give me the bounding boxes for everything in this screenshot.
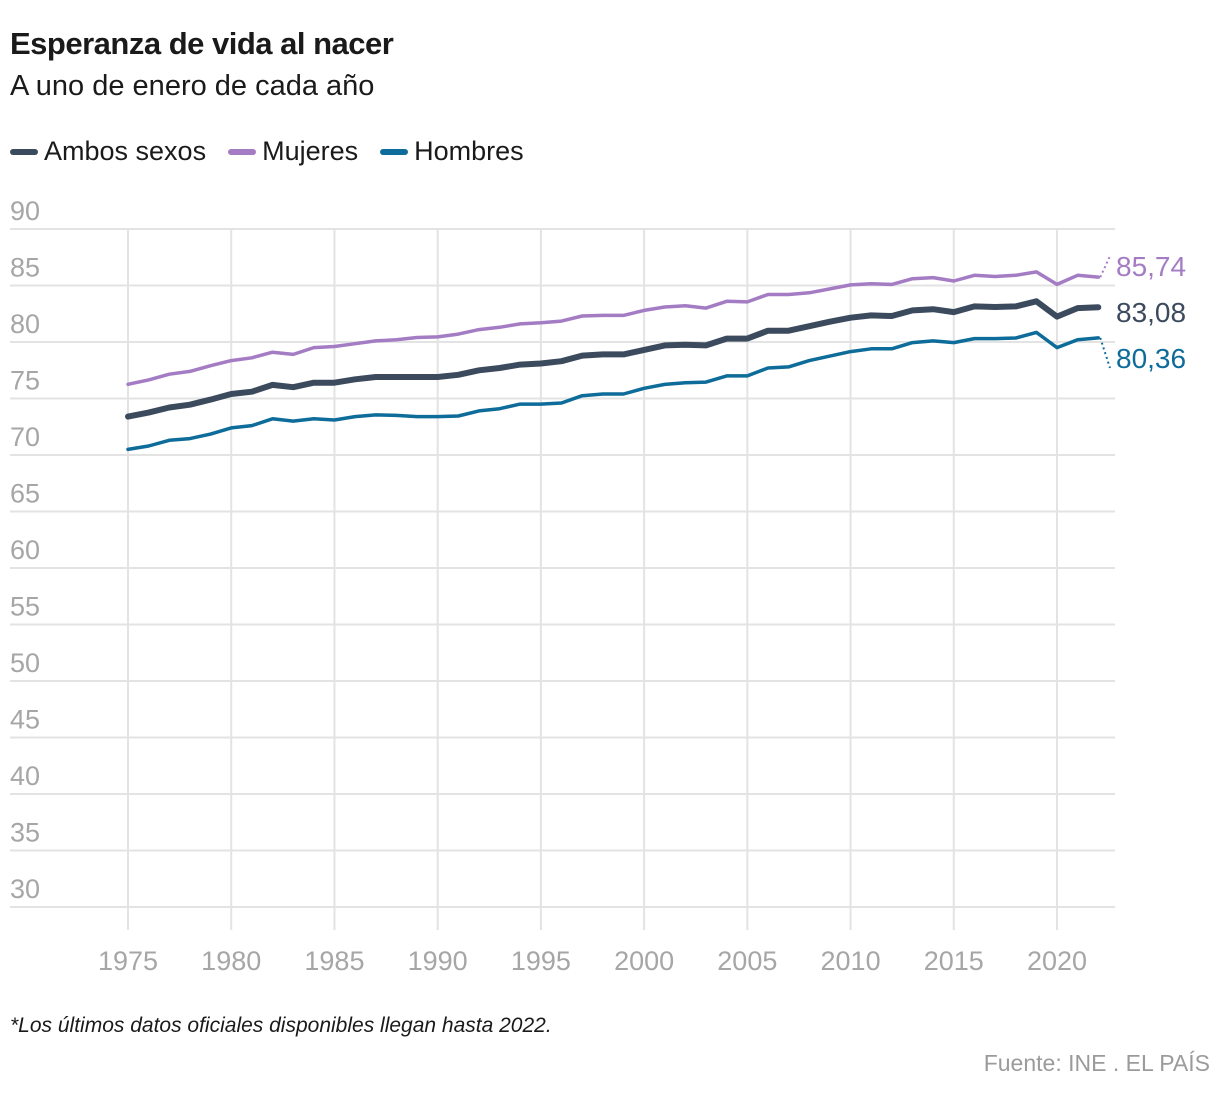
legend-swatch-mujeres [228,148,257,155]
x-tick-label: 2020 [1027,946,1087,976]
x-tick-label: 1975 [98,946,158,976]
source-credit: Fuente: INE . EL PAÍS [983,1050,1210,1076]
y-tick-label: 55 [10,592,40,622]
y-tick-label: 50 [10,648,40,678]
x-tick-label: 2005 [717,946,777,976]
legend-swatch-hombres [380,148,409,155]
legend-swatch-ambos-sexos [10,148,38,155]
x-axis-tick-labels: 1975 1980 1985 1990 1995 2000 2005 2010 2015 2020 [98,946,1087,976]
y-tick-label: 60 [10,535,40,565]
legend-item-ambos-sexos[interactable]: Ambos sexos [10,136,206,167]
x-tick-label: 1995 [511,946,571,976]
legend-label: Ambos sexos [44,136,207,166]
x-tick-label: 2000 [614,946,674,976]
y-tick-label: 35 [10,818,40,848]
end-label-hombres: 80,36 [1116,343,1186,374]
legend-label: Hombres [414,136,524,166]
y-tick-label: 30 [10,874,40,904]
end-label-connector-hombres [1099,337,1111,369]
series-line-mujeres [126,270,1101,387]
legend-item-mujeres[interactable]: Mujeres [228,136,358,167]
y-tick-label: 40 [10,761,40,791]
y-axis-tick-labels: 30 35 40 45 50 55 60 65 70 75 80 85 90 [10,196,40,904]
y-tick-label: 45 [10,705,40,735]
x-tick-label: 2010 [821,946,881,976]
end-label-ambos-sexos: 83,08 [1116,297,1186,328]
footnote: *Los últimos datos oficiales disponibles… [10,1014,552,1037]
end-labels: 83,08 85,74 80,36 [1099,251,1186,374]
series-lines [125,270,1102,452]
chart-subtitle: A uno de enero de cada año [10,70,375,102]
legend: Ambos sexos Mujeres Hombres [10,136,546,167]
gridlines [10,228,1115,930]
y-tick-label: 90 [10,196,40,226]
end-label-connector-mujeres [1099,255,1111,278]
x-tick-label: 1985 [304,946,364,976]
series-line-ambos-sexos [125,298,1102,420]
legend-label: Mujeres [262,136,359,166]
y-tick-label: 85 [10,253,40,283]
legend-item-hombres[interactable]: Hombres [380,136,524,167]
series-line-hombres [126,330,1101,452]
x-tick-label: 1980 [201,946,261,976]
x-tick-label: 2015 [924,946,984,976]
y-tick-label: 80 [10,309,40,339]
chart-title: Esperanza de vida al nacer [10,26,394,61]
y-tick-label: 75 [10,366,40,396]
x-tick-label: 1990 [408,946,468,976]
y-tick-label: 65 [10,479,40,509]
y-tick-label: 70 [10,422,40,452]
end-label-mujeres: 85,74 [1116,251,1186,282]
